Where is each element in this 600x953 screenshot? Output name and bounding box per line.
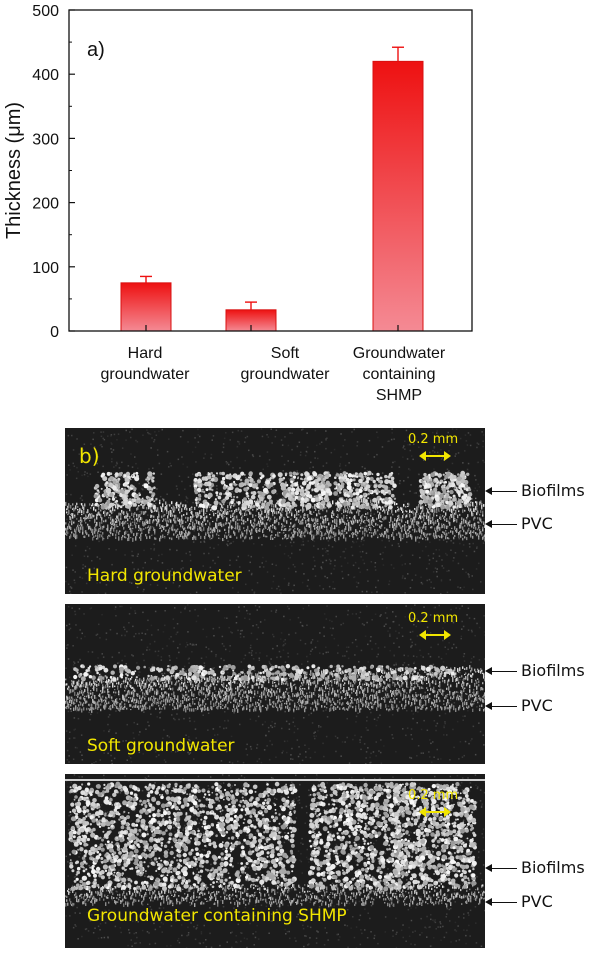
biofilms-pointer-arrow — [485, 487, 517, 495]
y-tick-label: 100 — [32, 260, 59, 277]
biofilm-texture — [68, 781, 477, 892]
x-tick-label-shmp: Groundwater containing SHMP — [352, 345, 446, 404]
y-tick-label: 500 — [32, 3, 59, 20]
pvc-pointer-arrow — [485, 702, 517, 710]
y-axis-label: Thickness (μm) — [3, 102, 25, 239]
image-caption: Hard groundwater — [87, 566, 242, 586]
panel-label-b: b) — [79, 444, 100, 468]
oct-image-shmp-groundwater: 0.2 mm Groundwater containing SHMP — [65, 774, 485, 948]
oct-texture-1 — [65, 428, 485, 594]
scale-bar-arrow — [419, 451, 451, 461]
pvc-pointer-arrow — [485, 898, 517, 906]
scale-bar-label: 0.2 mm — [408, 788, 459, 803]
biofilms-annotation: Biofilms — [521, 858, 585, 877]
y-tick-label: 0 — [50, 324, 59, 340]
scale-bar-arrow — [419, 807, 451, 817]
biofilms-pointer-arrow — [485, 667, 517, 675]
pvc-annotation: PVC — [521, 514, 553, 533]
biofilm-texture — [73, 664, 455, 683]
image-caption: Groundwater containing SHMP — [87, 906, 347, 926]
scale-bar-label: 0.2 mm — [408, 611, 459, 626]
speckle-texture — [65, 604, 485, 764]
pvc-annotation: PVC — [521, 696, 553, 715]
oct-image-soft-groundwater: 0.2 mm Soft groundwater — [65, 604, 485, 764]
pvc-annotation: PVC — [521, 892, 553, 911]
oct-image-hard-groundwater: b) 0.2 mm Hard groundwater — [65, 428, 485, 594]
y-tick-label: 200 — [32, 196, 59, 213]
biofilms-pointer-arrow — [485, 864, 517, 872]
biofilms-annotation: Biofilms — [521, 481, 585, 500]
bar-chart: 0 100 200 300 400 500 Thickness (μm) a) — [3, 3, 473, 340]
image-caption: Soft groundwater — [87, 736, 235, 756]
oct-texture-3 — [65, 774, 485, 948]
oct-image-panel: b) 0.2 mm Hard groundwater 0.2 mm Soft g… — [65, 428, 485, 948]
scale-bar-arrow — [419, 630, 451, 640]
panel-label-a: a) — [87, 39, 105, 61]
biofilms-annotation: Biofilms — [521, 661, 585, 680]
bar-chart-panel: 0 100 200 300 400 500 Thickness (μm) a) Hard gr… — [0, 0, 600, 420]
pvc-pointer-arrow — [485, 520, 517, 528]
biofilm-texture — [93, 470, 473, 511]
x-tick-label-soft: Soft groundwater — [240, 345, 330, 383]
oct-texture-2 — [65, 604, 485, 764]
bar — [372, 60, 424, 332]
x-tick-label-hard: Hard groundwater — [100, 345, 190, 383]
bar — [120, 282, 172, 332]
scale-bar-label: 0.2 mm — [408, 432, 459, 447]
y-tick-label: 300 — [32, 131, 59, 148]
y-tick-label: 400 — [32, 67, 59, 84]
